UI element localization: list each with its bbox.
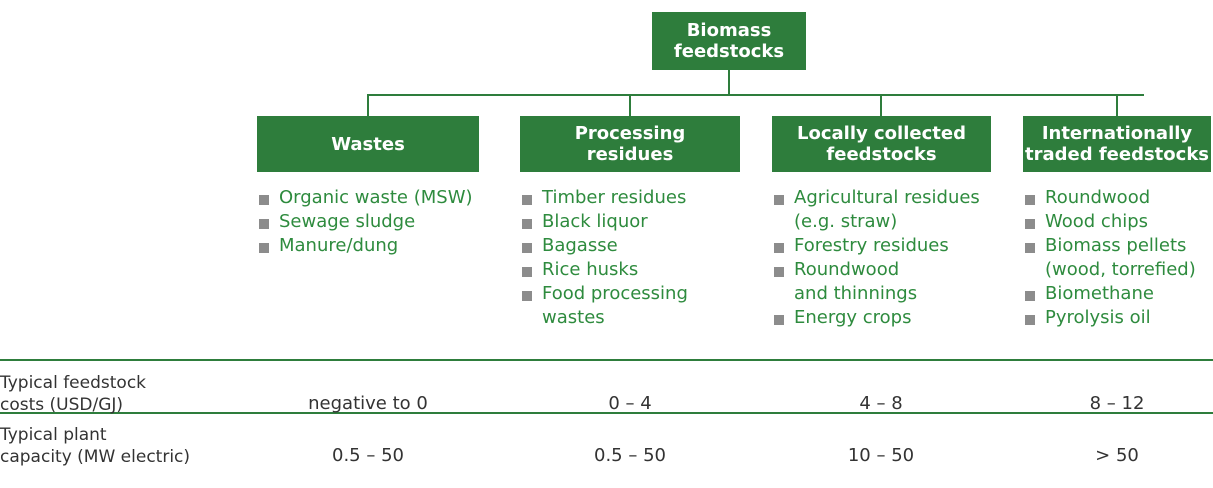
root-node: Biomass feedstocks bbox=[652, 12, 806, 70]
row-value: > 50 bbox=[1095, 445, 1139, 466]
category-node: Internationally traded feedstocks bbox=[1023, 116, 1211, 172]
item-list: Agricultural residues (e.g. straw) Forest… bbox=[774, 186, 1003, 330]
list-item: Sewage sludge bbox=[259, 210, 491, 234]
list-item: Food processing wastes bbox=[522, 282, 752, 330]
row-label: Typical feedstock costs (USD/GJ) bbox=[0, 373, 147, 415]
connector bbox=[367, 94, 369, 116]
item-list: Roundwood Wood chips Biomass pellets (wood… bbox=[1025, 186, 1213, 330]
row-value: 4 – 8 bbox=[859, 393, 903, 414]
category-node: Processing residues bbox=[520, 116, 740, 172]
category-node: Locally collected feedstocks bbox=[772, 116, 991, 172]
row-value: 8 – 12 bbox=[1089, 393, 1145, 414]
list-item: Agricultural residues (e.g. straw) bbox=[774, 186, 1003, 234]
list-item: Pyrolysis oil bbox=[1025, 306, 1213, 330]
list-item: Forestry residues bbox=[774, 234, 1003, 258]
list-item: Rice husks bbox=[522, 258, 752, 282]
connector bbox=[367, 94, 1144, 96]
row-rule bbox=[0, 412, 1213, 414]
row-label: Typical plant capacity (MW electric) bbox=[0, 425, 191, 467]
row-value: negative to 0 bbox=[308, 393, 428, 414]
list-item: Black liquor bbox=[522, 210, 752, 234]
connector bbox=[1116, 94, 1118, 116]
list-item: Biomass pellets (wood, torrefied) bbox=[1025, 234, 1213, 282]
list-item: Energy crops bbox=[774, 306, 1003, 330]
item-list: Timber residues Black liquor Bagasse Rice h… bbox=[522, 186, 752, 330]
list-item: Roundwood bbox=[1025, 186, 1213, 210]
connector bbox=[880, 94, 882, 116]
list-item: Bagasse bbox=[522, 234, 752, 258]
list-item: Manure/dung bbox=[259, 234, 491, 258]
list-item: Timber residues bbox=[522, 186, 752, 210]
row-value: 0.5 – 50 bbox=[332, 445, 404, 466]
row-value: 10 – 50 bbox=[847, 445, 915, 466]
list-item: Organic waste (MSW) bbox=[259, 186, 491, 210]
list-item: Wood chips bbox=[1025, 210, 1213, 234]
category-node: Wastes bbox=[257, 116, 479, 172]
item-list: Organic waste (MSW) Sewage sludge Manure/d… bbox=[259, 186, 491, 258]
list-item: Roundwood and thinnings bbox=[774, 258, 1003, 306]
row-rule bbox=[0, 359, 1213, 361]
connector bbox=[629, 94, 631, 116]
row-value: 0 – 4 bbox=[608, 393, 652, 414]
connector bbox=[728, 70, 730, 96]
row-value: 0.5 – 50 bbox=[594, 445, 666, 466]
list-item: Biomethane bbox=[1025, 282, 1213, 306]
